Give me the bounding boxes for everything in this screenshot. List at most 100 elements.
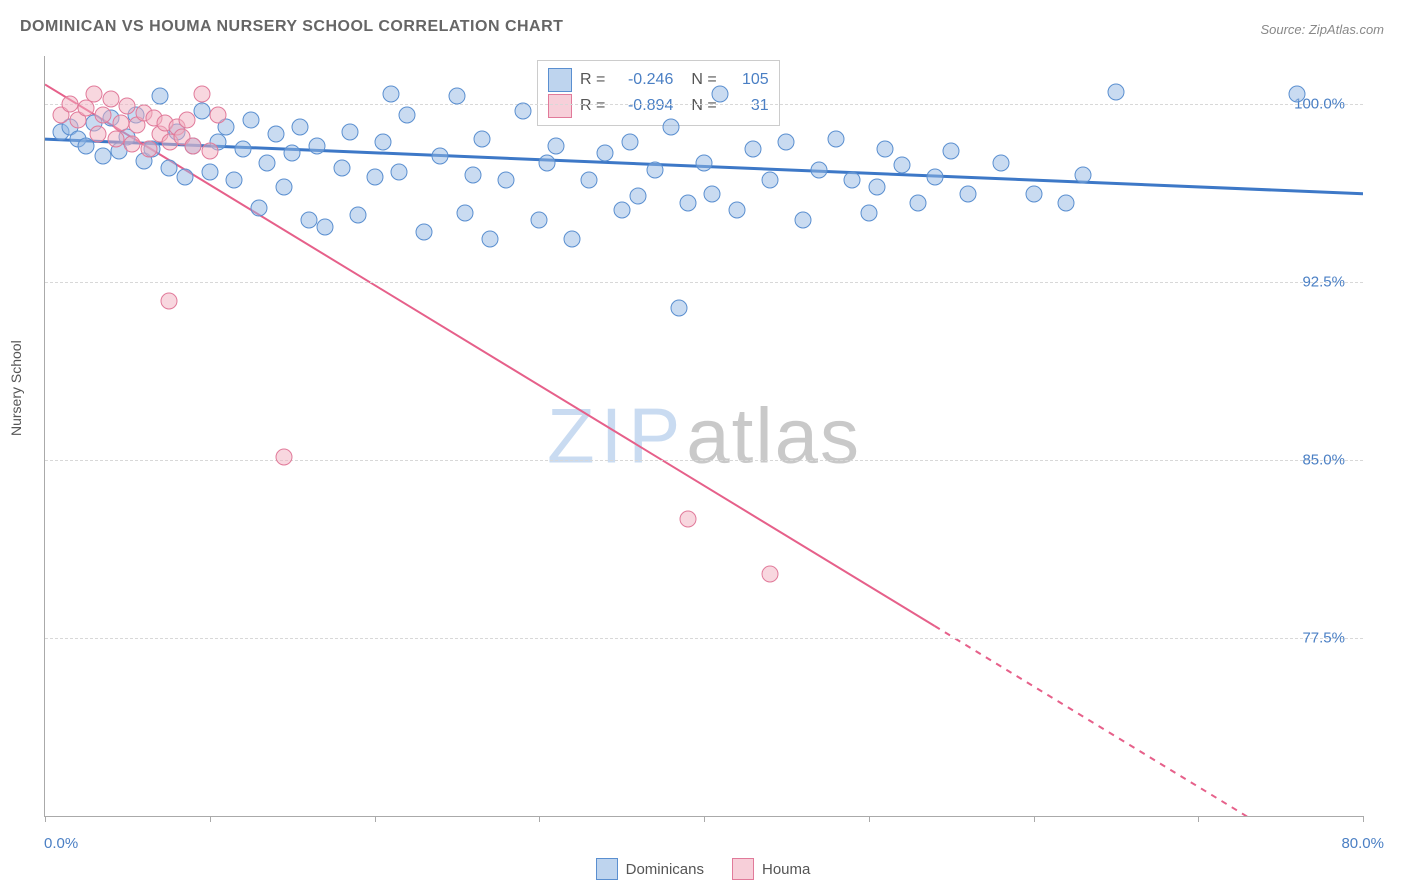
series-label: Dominicans <box>626 861 704 878</box>
scatter-point <box>61 95 78 112</box>
scatter-point <box>621 133 638 150</box>
series-legend: Dominicans Houma <box>0 858 1406 880</box>
scatter-point <box>679 511 696 528</box>
scatter-point <box>457 204 474 221</box>
scatter-point <box>761 171 778 188</box>
r-label: R = <box>580 67 605 93</box>
scatter-point <box>333 159 350 176</box>
y-tick-label: 85.0% <box>1302 451 1345 468</box>
scatter-point <box>827 131 844 148</box>
scatter-point <box>778 133 795 150</box>
scatter-point <box>794 211 811 228</box>
scatter-point <box>94 107 111 124</box>
scatter-point <box>382 86 399 103</box>
scatter-point <box>1107 83 1124 100</box>
correlation-legend: R =-0.246N =105R =-0.894N = 31 <box>537 60 780 126</box>
x-tick <box>1363 816 1364 822</box>
scatter-point <box>178 112 195 129</box>
scatter-point <box>761 565 778 582</box>
series-label: Houma <box>762 861 810 878</box>
series-legend-item: Dominicans <box>596 858 704 880</box>
legend-row: R =-0.894N = 31 <box>548 93 769 119</box>
scatter-point <box>193 86 210 103</box>
legend-swatch <box>732 858 754 880</box>
scatter-point <box>1025 185 1042 202</box>
scatter-point <box>94 147 111 164</box>
scatter-point <box>860 204 877 221</box>
scatter-point <box>712 86 729 103</box>
scatter-point <box>943 143 960 160</box>
scatter-point <box>1289 86 1306 103</box>
r-value: -0.246 <box>617 67 673 93</box>
scatter-point <box>893 157 910 174</box>
scatter-point <box>259 154 276 171</box>
scatter-point <box>646 162 663 179</box>
scatter-point <box>547 138 564 155</box>
scatter-point <box>992 154 1009 171</box>
scatter-point <box>251 200 268 217</box>
scatter-point <box>613 202 630 219</box>
scatter-point <box>531 211 548 228</box>
gridline <box>45 104 1363 105</box>
series-legend-item: Houma <box>732 858 810 880</box>
scatter-point <box>201 143 218 160</box>
scatter-point <box>124 135 141 152</box>
x-tick <box>45 816 46 822</box>
source-label: Source: ZipAtlas.com <box>1260 22 1384 37</box>
scatter-point <box>160 292 177 309</box>
scatter-point <box>341 124 358 141</box>
legend-swatch <box>548 68 572 92</box>
scatter-point <box>112 114 129 131</box>
scatter-point <box>284 145 301 162</box>
scatter-point <box>234 140 251 157</box>
scatter-point <box>185 138 202 155</box>
scatter-point <box>481 230 498 247</box>
watermark-left: ZIP <box>547 392 686 480</box>
scatter-point <box>292 119 309 136</box>
scatter-point <box>844 171 861 188</box>
scatter-point <box>728 202 745 219</box>
scatter-point <box>663 119 680 136</box>
gridline <box>45 638 1363 639</box>
scatter-point <box>201 164 218 181</box>
x-tick <box>869 816 870 822</box>
scatter-point <box>317 219 334 236</box>
scatter-point <box>564 230 581 247</box>
legend-swatch <box>548 94 572 118</box>
scatter-point <box>415 223 432 240</box>
y-axis-label: Nursery School <box>8 340 24 436</box>
scatter-point <box>959 185 976 202</box>
x-tick <box>210 816 211 822</box>
scatter-point <box>391 164 408 181</box>
scatter-point <box>119 97 136 114</box>
n-value: 105 <box>729 67 769 93</box>
scatter-point <box>374 133 391 150</box>
chart-title: DOMINICAN VS HOUMA NURSERY SCHOOL CORREL… <box>20 18 563 36</box>
scatter-point <box>275 178 292 195</box>
scatter-point <box>448 88 465 105</box>
x-tick <box>1034 816 1035 822</box>
scatter-point <box>86 86 103 103</box>
scatter-point <box>580 171 597 188</box>
y-tick-label: 92.5% <box>1302 273 1345 290</box>
scatter-point <box>704 185 721 202</box>
x-tick <box>704 816 705 822</box>
scatter-point <box>152 88 169 105</box>
plot-area: ZIPatlas R =-0.246N =105R =-0.894N = 31 … <box>44 56 1363 817</box>
scatter-point <box>868 178 885 195</box>
gridline <box>45 282 1363 283</box>
scatter-point <box>140 140 157 157</box>
scatter-point <box>209 107 226 124</box>
x-min-label: 0.0% <box>44 835 78 852</box>
scatter-point <box>671 299 688 316</box>
scatter-point <box>910 195 927 212</box>
x-max-label: 80.0% <box>1341 835 1384 852</box>
scatter-point <box>242 112 259 129</box>
n-value: 31 <box>729 93 769 119</box>
scatter-point <box>432 147 449 164</box>
gridline <box>45 460 1363 461</box>
scatter-point <box>160 159 177 176</box>
r-value: -0.894 <box>617 93 673 119</box>
scatter-point <box>350 207 367 224</box>
scatter-point <box>177 169 194 186</box>
